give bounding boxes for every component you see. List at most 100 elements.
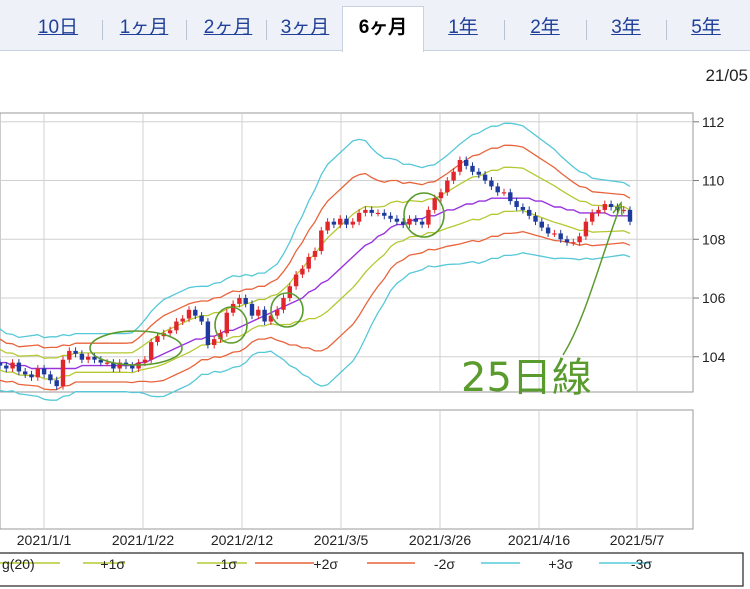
candle-body — [319, 230, 324, 252]
candle-body — [451, 171, 456, 181]
candle-body — [344, 218, 349, 225]
tab-3-years[interactable]: 3年 — [611, 17, 641, 38]
candle-body — [281, 298, 286, 310]
band-minus-3-sigma-line — [0, 252, 631, 401]
candle-body — [419, 221, 425, 225]
y-tick-label: 112 — [702, 114, 725, 130]
candle-body — [104, 362, 110, 364]
candle-body — [35, 368, 40, 378]
tab-2-months[interactable]: 2ヶ月 — [203, 17, 253, 38]
candle-body — [608, 204, 614, 207]
tab-10-days[interactable]: 10日 — [37, 17, 79, 38]
x-tick-label: 2021/4/16 — [508, 532, 570, 548]
x-tick-label: 2021/3/26 — [409, 532, 471, 548]
candle-body — [501, 192, 507, 194]
candle-body — [312, 251, 318, 257]
annotation-label: 25日線 — [461, 355, 592, 401]
candle-body — [596, 209, 601, 213]
candle-body — [590, 212, 595, 222]
candle-body — [73, 350, 78, 354]
candle-body — [482, 174, 488, 181]
candle-body — [287, 286, 292, 299]
candle-body — [268, 315, 274, 322]
candle-body — [369, 209, 374, 213]
candle-body — [583, 221, 589, 237]
candle-body — [193, 309, 198, 316]
band-plus-3-sigma-line — [0, 122, 631, 339]
y-tick-label: 104 — [702, 349, 726, 365]
x-tick-label: 2021/1/22 — [112, 532, 174, 548]
highlight-circle — [89, 330, 183, 366]
candle-body — [60, 359, 66, 387]
candle-body — [407, 218, 412, 225]
period-tab-bar: 10日 1ヶ月 2ヶ月 3ヶ月 6ヶ月 1年 2年 3年 5年 — [0, 0, 750, 52]
candle-body — [167, 330, 173, 334]
candle-body — [117, 362, 122, 369]
x-tick-label: 2021/5/7 — [610, 532, 665, 548]
candle-body — [445, 180, 450, 193]
candle-body — [338, 218, 343, 225]
price-chart: 21/05 104 106 108 110 112 25日線 2021/1/1 2021/1/2… — [0, 66, 748, 587]
candle-body — [174, 321, 179, 331]
candle-body — [293, 274, 299, 287]
candle-body — [224, 312, 229, 334]
tab-separator — [102, 20, 103, 40]
candle-body — [10, 362, 15, 369]
tab-2-years[interactable]: 2年 — [530, 17, 560, 38]
candle-body — [527, 209, 532, 216]
tab-5-years[interactable]: 5年 — [691, 17, 721, 38]
y-tick-label: 108 — [702, 231, 726, 247]
candle-body — [558, 233, 563, 240]
candle-body — [489, 180, 494, 187]
x-tick-label: 2021/3/5 — [314, 532, 369, 548]
candle-body — [306, 256, 311, 269]
candle-body — [413, 218, 418, 222]
candle-body — [256, 309, 261, 316]
tab-6-months[interactable]: 6ヶ月 — [342, 6, 424, 52]
x-tick-label: 2021/1/1 — [17, 532, 72, 548]
candle-body — [331, 221, 337, 225]
candle-body — [388, 215, 393, 219]
candle-body — [4, 365, 9, 369]
legend-label: +2σ — [313, 556, 338, 572]
candle-body — [130, 365, 135, 369]
candle-body — [54, 380, 59, 387]
candle-body — [212, 339, 217, 346]
candle-body — [325, 221, 330, 231]
tab-1-year[interactable]: 1年 — [448, 17, 478, 38]
band-minus-1-sigma-line — [0, 209, 631, 380]
candle-body — [98, 359, 103, 363]
candle-body — [67, 350, 72, 360]
candle-body — [249, 303, 255, 316]
candle-body — [155, 336, 160, 343]
candle-body — [230, 303, 236, 313]
highlight-circle — [214, 306, 248, 344]
legend-label: g(20) — [2, 556, 35, 572]
tab-3-months[interactable]: 3ヶ月 — [280, 17, 330, 38]
candle-body — [363, 209, 368, 213]
candle-body — [545, 227, 551, 234]
y-tick-label: 110 — [702, 173, 725, 189]
candle-body — [92, 356, 97, 360]
price-panel-frame — [0, 112, 694, 393]
candle-body — [48, 374, 53, 381]
candle-body — [180, 318, 185, 322]
candle-body — [495, 186, 500, 193]
candle-body — [23, 371, 28, 375]
candle-body — [205, 321, 211, 346]
tab-1-month[interactable]: 1ヶ月 — [119, 17, 169, 38]
y-tick-label: 106 — [702, 290, 726, 306]
tab-separator — [586, 20, 587, 40]
candle-body — [350, 221, 355, 225]
candle-body — [199, 315, 204, 322]
candle-body — [464, 159, 469, 166]
annotation-arrowhead — [612, 201, 623, 217]
candle-body — [508, 192, 513, 202]
highlight-circle — [270, 292, 304, 328]
tab-separator — [504, 20, 505, 40]
tab-separator — [666, 20, 667, 40]
candle-body — [394, 218, 400, 222]
highlight-circle — [403, 192, 445, 238]
tab-separator — [186, 20, 187, 40]
candle-body — [375, 212, 381, 215]
